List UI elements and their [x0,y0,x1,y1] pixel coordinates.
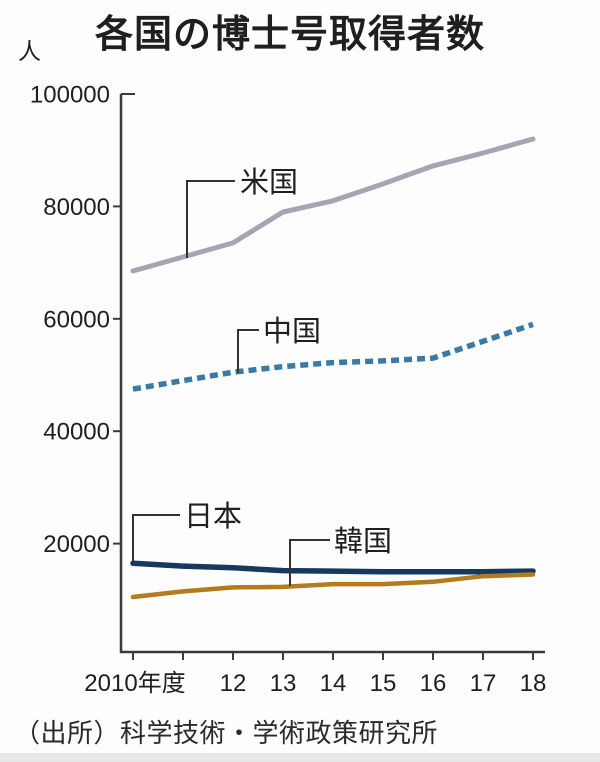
series-line-korea [130,572,536,600]
series-line-us [130,136,536,274]
y-tick-label: 80000 [43,194,110,221]
series-label-japan: 日本 [184,500,242,533]
source-note: （出所）科学技術・学術政策研究所 [14,718,438,748]
bottom-edge-strip [0,753,600,762]
x-tick-label: 12 [220,670,247,697]
page-title: 各国の博士号取得者数 [95,13,485,56]
x-tick-label: 17 [470,670,497,697]
y-axis-unit: 人 [18,38,41,64]
series-label-korea: 韓国 [334,525,392,558]
series-leader-us [186,180,235,258]
x-axis: 2010年度 12 13 14 15 16 17 18 [84,652,546,697]
y-axis: 20000 40000 60000 80000 100000 [30,82,545,654]
x-tick-label: 15 [370,670,397,697]
series-line-china [132,321,534,392]
series-leader-china [237,329,259,373]
x-tick-label: 2010年度 [84,670,185,697]
axis-lines [119,94,545,654]
y-tick-label: 40000 [43,419,110,446]
y-tick-label: 20000 [43,531,110,558]
series-line-japan [130,560,536,575]
series-leader-korea [289,539,330,586]
series-lines [130,136,536,600]
series-leader-japan [132,514,180,562]
y-tick-label: 60000 [43,306,110,333]
series-label-china: 中国 [263,315,321,348]
x-tick-label: 16 [420,670,447,697]
y-tick-label: 100000 [30,82,110,109]
x-tick-label: 14 [320,670,347,697]
x-tick-label: 18 [520,670,547,697]
x-tick-label: 13 [270,670,297,697]
series-label-us: 米国 [240,166,298,199]
